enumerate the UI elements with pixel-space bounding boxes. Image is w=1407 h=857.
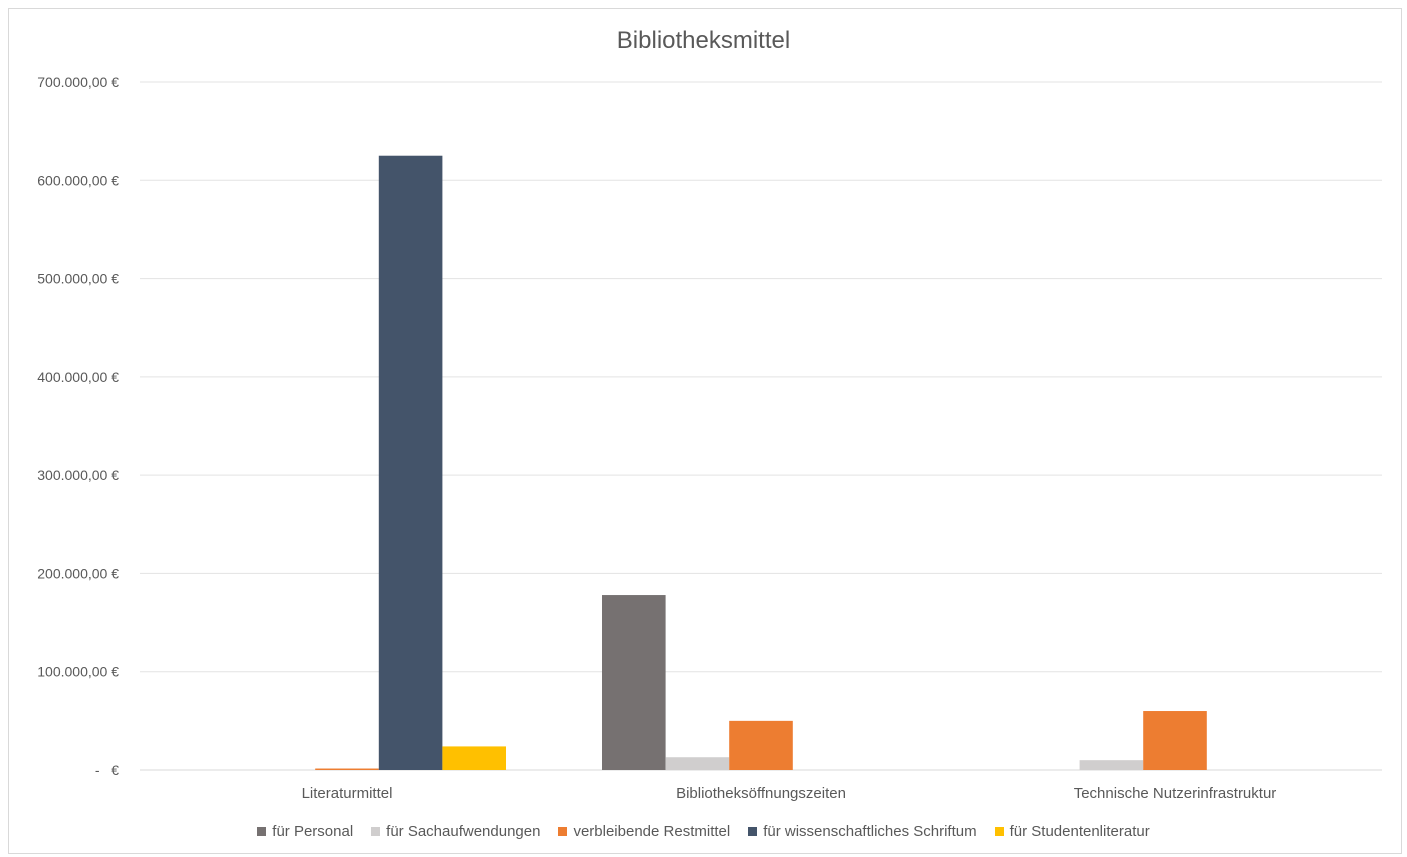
legend-label: verbleibende Restmittel — [573, 823, 731, 840]
chart-legend: für Personal für Sachaufwendungen verbleib… — [0, 823, 1407, 840]
x-tick-label: Literaturmittel — [302, 785, 393, 802]
legend-swatch — [257, 827, 267, 836]
legend-item: für wissenschaftliches Schriftum — [748, 823, 977, 840]
legend-item: für Sachaufwendungen — [371, 823, 540, 840]
legend-item: für Studentenliteratur — [994, 823, 1150, 840]
legend-swatch — [994, 827, 1004, 836]
bar — [378, 155, 443, 770]
legend-label: für wissenschaftliches Schriftum — [763, 823, 977, 840]
bar — [602, 595, 666, 770]
bar — [442, 746, 506, 770]
y-tick-label: 600.000,00 € — [37, 172, 119, 188]
y-tick-label: 400.000,00 € — [37, 369, 119, 385]
x-tick-label: Bibliotheksöffnungszeiten — [676, 785, 846, 802]
bar — [1143, 711, 1207, 770]
y-tick-label: 700.000,00 € — [37, 74, 119, 90]
legend-label: für Sachaufwendungen — [386, 823, 541, 840]
legend-label: für Personal — [272, 823, 354, 840]
y-tick-label: 100.000,00 € — [37, 664, 119, 680]
bar — [315, 768, 379, 770]
chart-title: Bibliotheksmittel — [616, 27, 791, 54]
y-tick-label: 300.000,00 € — [37, 467, 119, 483]
legend-swatch — [371, 827, 381, 836]
legend-label: für Studentenliteratur — [1009, 823, 1150, 840]
x-tick-label: Technische Nutzerinfrastruktur — [1074, 785, 1277, 802]
legend-item: verbleibende Restmittel — [558, 823, 730, 840]
legend-swatch — [748, 827, 758, 836]
bar — [665, 757, 730, 770]
bar — [729, 720, 793, 770]
legend-item: für Personal — [257, 823, 353, 840]
bar — [1079, 760, 1144, 770]
y-tick-label: - € — [95, 762, 119, 778]
y-tick-label: 500.000,00 € — [37, 271, 119, 287]
legend-swatch — [558, 827, 568, 836]
y-tick-label: 200.000,00 € — [37, 565, 119, 581]
